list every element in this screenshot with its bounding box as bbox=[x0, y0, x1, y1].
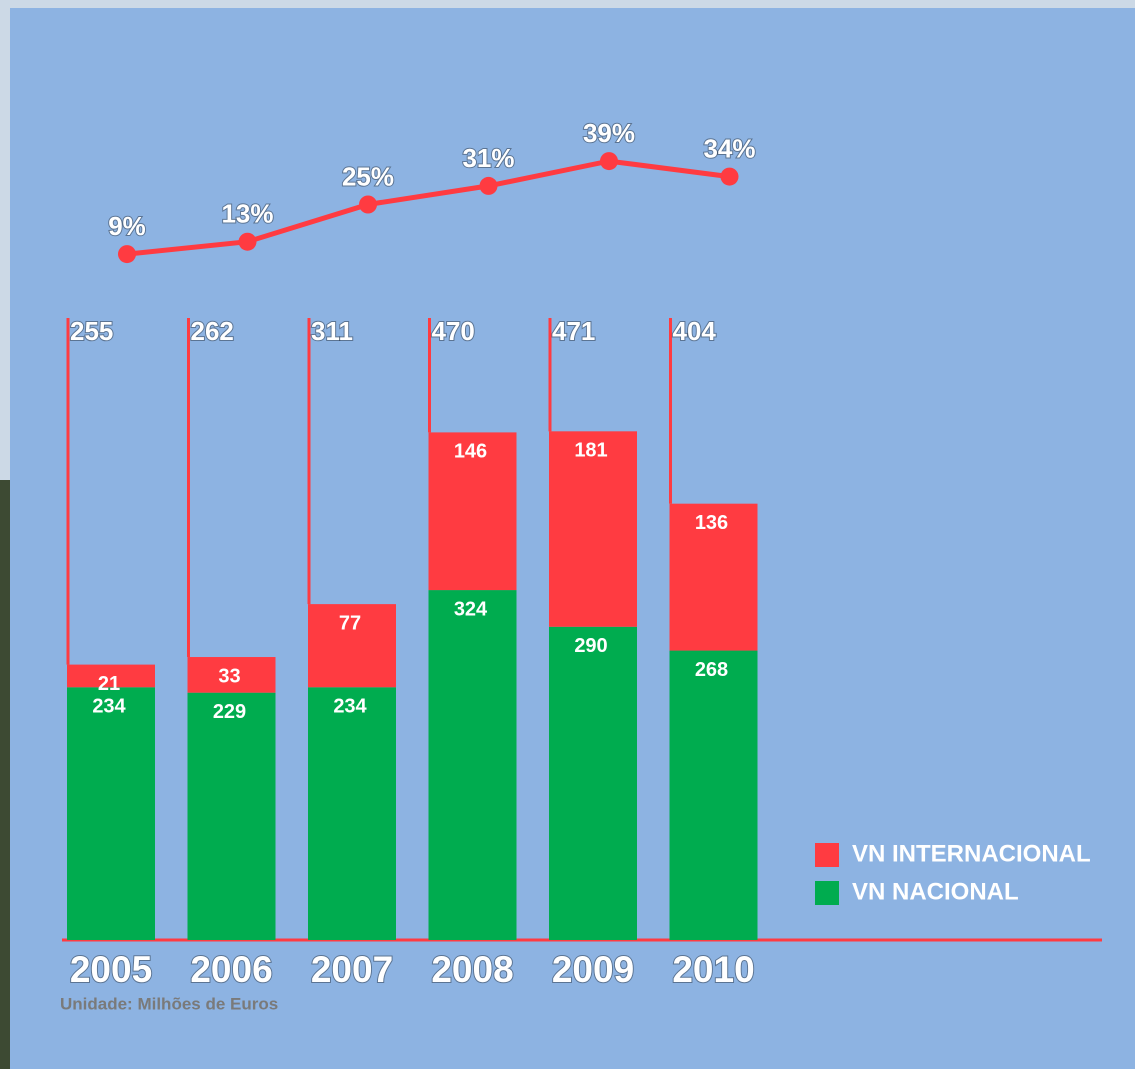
share-point bbox=[720, 167, 739, 186]
bar-segment bbox=[549, 626, 637, 940]
bar-segment bbox=[67, 664, 155, 688]
share-label: 25% bbox=[342, 161, 394, 191]
bar-segment bbox=[669, 503, 758, 651]
share-label: 31% bbox=[462, 143, 514, 173]
share-point bbox=[479, 176, 498, 195]
share-point bbox=[359, 195, 377, 214]
bar-segment bbox=[187, 657, 276, 693]
bar-segment bbox=[428, 432, 517, 591]
legend-swatch bbox=[815, 843, 839, 867]
value-label: 229 bbox=[213, 701, 246, 723]
value-label: 324 bbox=[454, 598, 488, 620]
x-tick-label: 2005 bbox=[70, 949, 152, 990]
value-label: 268 bbox=[695, 659, 728, 681]
value-label: 234 bbox=[333, 696, 367, 718]
value-label: 33 bbox=[218, 665, 240, 687]
value-label: 234 bbox=[92, 696, 126, 718]
value-label: 146 bbox=[454, 441, 487, 463]
share-label: 13% bbox=[221, 199, 273, 229]
bar-segment bbox=[67, 687, 155, 940]
bar-segment bbox=[669, 650, 758, 940]
x-tick-label: 2008 bbox=[431, 949, 513, 990]
x-tick-label: 2010 bbox=[672, 949, 754, 990]
total-label: 262 bbox=[191, 316, 234, 346]
x-tick-label: 2006 bbox=[190, 949, 272, 990]
legend-label: VN INTERNACIONAL bbox=[852, 840, 1091, 867]
share-label: 9% bbox=[108, 211, 146, 241]
total-label: 311 bbox=[311, 316, 353, 346]
share-point bbox=[238, 232, 257, 251]
value-label: 21 bbox=[98, 673, 120, 695]
share-point bbox=[118, 245, 136, 264]
value-label: 136 bbox=[695, 512, 728, 534]
legend-label: VN NACIONAL bbox=[852, 878, 1019, 905]
total-label: 255 bbox=[70, 316, 113, 346]
share-label: 34% bbox=[703, 133, 755, 163]
share-point bbox=[600, 152, 618, 171]
total-label: 404 bbox=[673, 316, 717, 346]
bar-segment bbox=[428, 590, 517, 940]
x-tick-label: 2009 bbox=[552, 949, 634, 990]
value-label: 181 bbox=[574, 440, 607, 462]
value-label: 77 bbox=[339, 612, 361, 634]
bar-segment bbox=[308, 604, 396, 688]
share-label: 39% bbox=[583, 118, 635, 148]
legend-swatch bbox=[815, 881, 839, 905]
value-label: 290 bbox=[574, 635, 607, 657]
unit-note: Unidade: Milhões de Euros bbox=[60, 994, 278, 1013]
bar-segment bbox=[549, 431, 637, 627]
bar-segment bbox=[187, 692, 276, 940]
x-tick-label: 2007 bbox=[311, 949, 393, 990]
bar-segment bbox=[308, 687, 396, 940]
total-label: 470 bbox=[432, 316, 475, 346]
total-label: 471 bbox=[552, 316, 595, 346]
share-line bbox=[126, 158, 730, 257]
